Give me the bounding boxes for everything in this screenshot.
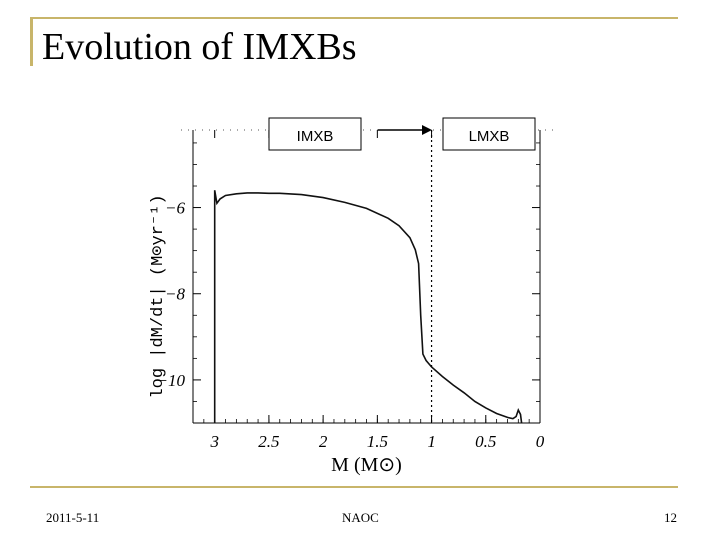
- title-accent-bar: [30, 18, 33, 66]
- x-tick-label: 0.5: [475, 432, 496, 451]
- imxb-box: [268, 117, 362, 151]
- x-tick-label: 2.5: [258, 432, 279, 451]
- lmxb-label: LMXB: [469, 128, 510, 145]
- x-tick-label: 1.5: [367, 432, 388, 451]
- imxb-label: IMXB: [297, 128, 334, 145]
- y-tick-label: −6: [165, 199, 185, 218]
- series-line: [213, 190, 523, 424]
- y-tick-label: −10: [157, 371, 186, 390]
- y-tick-label: −8: [165, 285, 185, 304]
- lmxb-box: [442, 117, 536, 151]
- footer-date: 2011-5-11: [46, 510, 100, 525]
- arrow-head: [422, 125, 432, 135]
- x-tick-label: 3: [209, 432, 219, 451]
- x-tick-label: 0: [536, 432, 545, 451]
- top-rule: [30, 17, 678, 19]
- page-number: 12: [664, 510, 677, 525]
- y-axis-label: log |dM/dt| (M⊙yr⁻¹): [149, 194, 168, 398]
- x-tick-label: 1: [427, 432, 436, 451]
- footer-center: NAOC: [342, 510, 379, 525]
- footer-rule: [30, 486, 678, 488]
- x-axis-label: M (M⊙): [331, 454, 402, 476]
- slide-title: Evolution of IMXBs: [42, 26, 357, 68]
- x-tick-label: 2: [319, 432, 328, 451]
